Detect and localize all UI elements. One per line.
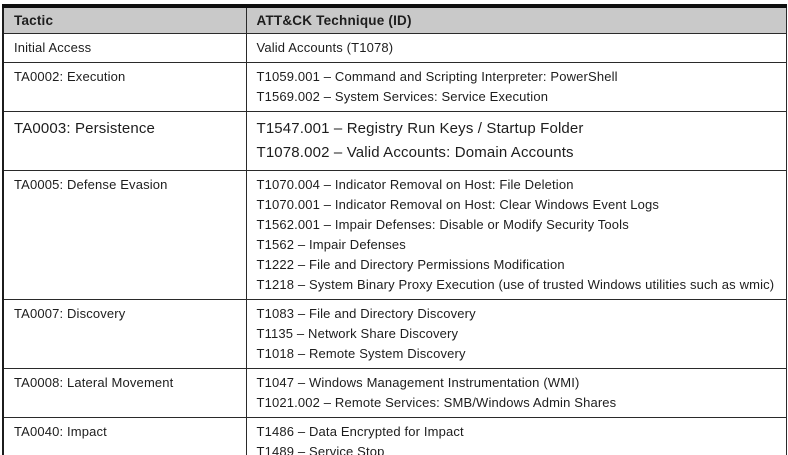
technique-cell: T1059.001 – Command and Scripting Interp… — [245, 62, 787, 112]
table-row: TA0008: Lateral Movement T1047 – Windows … — [2, 368, 787, 418]
technique-line: T1070.001 – Indicator Removal on Host: C… — [256, 197, 660, 212]
tactic-cell: TA0003: Persistence — [2, 111, 247, 171]
technique-line: T1547.001 – Registry Run Keys / Startup … — [256, 120, 584, 137]
technique-line: T1489 – Service Stop — [256, 444, 385, 455]
technique-cell: T1486 – Data Encrypted for Impact T1489 –… — [245, 417, 787, 455]
technique-line: T1078.002 – Valid Accounts: Domain Accou… — [256, 144, 574, 161]
technique-line: T1070.004 – Indicator Removal on Host: F… — [256, 177, 574, 192]
technique-line: T1047 – Windows Management Instrumentati… — [256, 375, 580, 390]
attack-technique-table: Tactic ATT&CK Technique (ID) Initial Acc… — [2, 4, 787, 455]
technique-line: T1222 – File and Directory Permissions M… — [256, 257, 565, 272]
technique-line: T1486 – Data Encrypted for Impact — [256, 424, 464, 439]
table-body: Initial Access Valid Accounts (T1078) TA00… — [2, 33, 787, 455]
technique-line: T1218 – System Binary Proxy Execution (u… — [256, 277, 775, 292]
table-row: Initial Access Valid Accounts (T1078) — [2, 33, 787, 63]
technique-line: T1059.001 – Command and Scripting Interp… — [256, 69, 618, 84]
tactic-cell: TA0007: Discovery — [2, 299, 247, 369]
table-row: TA0002: Execution T1059.001 – Command and… — [2, 62, 787, 112]
table-row: TA0007: Discovery T1083 – File and Direct… — [2, 299, 787, 369]
technique-cell: T1547.001 – Registry Run Keys / Startup … — [245, 111, 787, 171]
technique-cell: T1070.004 – Indicator Removal on Host: F… — [245, 170, 787, 300]
header-row: Tactic ATT&CK Technique (ID) — [2, 5, 787, 34]
technique-line: T1569.002 – System Services: Service Exe… — [256, 89, 549, 104]
tactic-cell: TA0040: Impact — [2, 417, 247, 455]
technique-line: T1562.001 – Impair Defenses: Disable or … — [256, 217, 629, 232]
tactic-cell: Initial Access — [2, 33, 247, 63]
tactic-cell: TA0008: Lateral Movement — [2, 368, 247, 418]
technique-cell: T1047 – Windows Management Instrumentati… — [245, 368, 787, 418]
technique-line: T1018 – Remote System Discovery — [256, 346, 466, 361]
technique-line: Valid Accounts (T1078) — [256, 40, 394, 55]
tactic-cell: TA0002: Execution — [2, 62, 247, 112]
table-row: TA0003: Persistence T1547.001 – Registry … — [2, 111, 787, 171]
column-header-technique: ATT&CK Technique (ID) — [245, 5, 787, 34]
column-header-tactic: Tactic — [2, 5, 247, 34]
technique-cell: T1083 – File and Directory Discovery T113… — [245, 299, 787, 369]
technique-line: T1135 – Network Share Discovery — [256, 326, 459, 341]
technique-line: T1083 – File and Directory Discovery — [256, 306, 476, 321]
technique-cell: Valid Accounts (T1078) — [245, 33, 787, 63]
tactic-cell: TA0005: Defense Evasion — [2, 170, 247, 300]
table-row: TA0040: Impact T1486 – Data Encrypted for… — [2, 417, 787, 455]
technique-line: T1562 – Impair Defenses — [256, 237, 406, 252]
table-row: TA0005: Defense Evasion T1070.004 – Indic… — [2, 170, 787, 300]
technique-line: T1021.002 – Remote Services: SMB/Windows… — [256, 395, 617, 410]
